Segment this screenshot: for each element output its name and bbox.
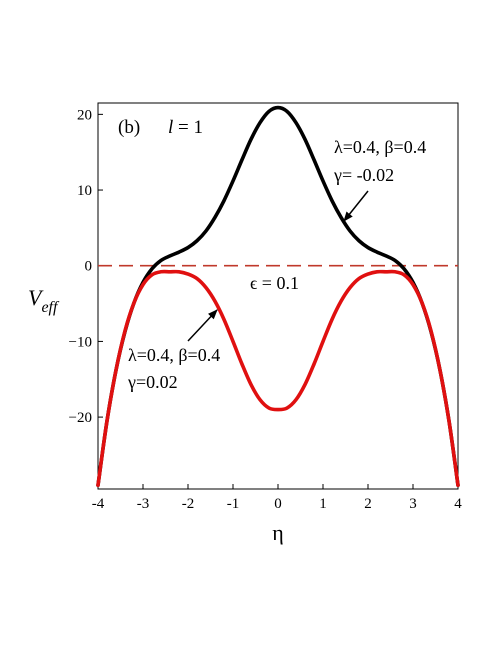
y-tick-label: 10 (77, 183, 92, 199)
x-axis-ticks: -4 -3 -2 -1 0 1 2 3 4 (92, 484, 462, 512)
x-axis-label: η (272, 520, 284, 545)
parameter-symbol: l (168, 117, 173, 138)
parameter-label: l = 1 (168, 117, 203, 138)
y-axis-label-sub: eff (41, 299, 60, 316)
x-tick-label: 4 (454, 496, 462, 512)
series-line-gamma-0-02 (96, 269, 460, 488)
annotation-black-line2: γ= -0.02 (333, 165, 394, 185)
parameter-value: = 1 (173, 117, 203, 138)
series-line-gamma-minus-0-02 (96, 105, 460, 488)
x-tick-label: 3 (409, 496, 417, 512)
annotation-red-line2: γ=0.02 (127, 372, 178, 392)
annotation-black-arrow (343, 190, 369, 222)
annotation-red-line1: λ=0.4, β=0.4 (128, 345, 220, 365)
x-tick-label: -4 (92, 496, 105, 512)
y-tick-label: 0 (85, 259, 93, 275)
y-tick-label: −10 (69, 334, 92, 350)
y-axis-label: Veff (28, 285, 60, 316)
annotation-red-arrow (187, 309, 218, 342)
y-axis-ticks: −20 −10 0 10 20 (69, 107, 103, 426)
y-tick-label: 20 (77, 107, 92, 123)
panel-label: (b) (118, 117, 140, 138)
x-tick-label: -1 (227, 496, 240, 512)
plot-frame (97, 102, 459, 490)
x-tick-label: 0 (274, 496, 282, 512)
y-axis-label-main: V (28, 285, 44, 310)
x-tick-label: 1 (319, 496, 327, 512)
x-tick-label: -2 (182, 496, 195, 512)
y-tick-label: −20 (69, 410, 92, 426)
x-tick-label: -3 (137, 496, 150, 512)
x-tick-label: 2 (364, 496, 372, 512)
epsilon-label: ϵ = 0.1 (250, 273, 299, 293)
annotation-black-line1: λ=0.4, β=0.4 (334, 137, 426, 157)
